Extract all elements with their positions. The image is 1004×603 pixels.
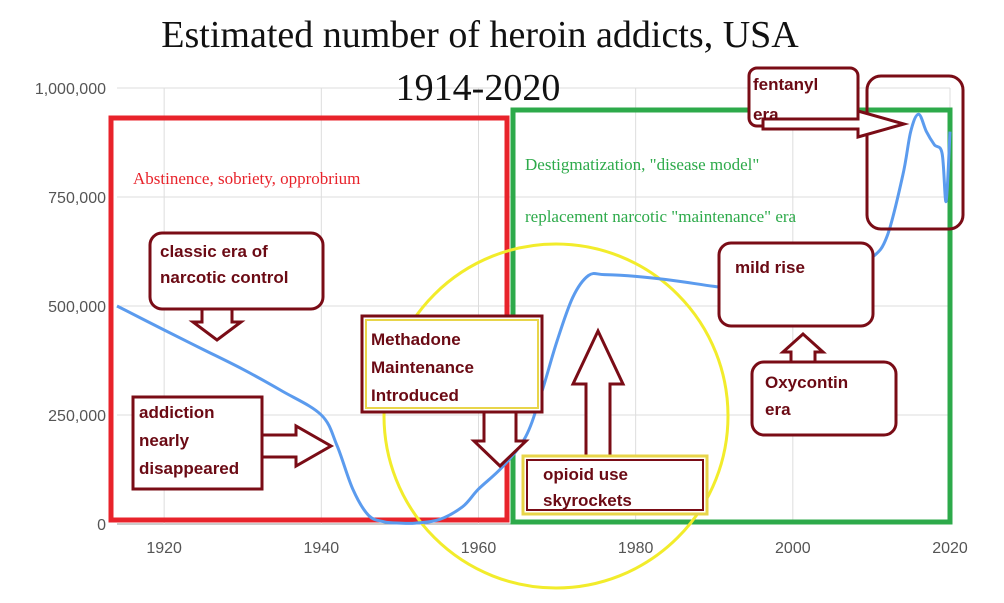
chart-title: Estimated number of heroin addicts, USA xyxy=(161,14,799,56)
callout-addiction-disappeared: addiction nearly disappeared xyxy=(131,395,335,491)
callout-text: narcotic control xyxy=(160,268,288,287)
x-tick-label: 2020 xyxy=(932,540,968,557)
callout-text: addiction xyxy=(139,403,215,422)
y-tick-label: 0 xyxy=(97,517,106,534)
callout-text: opioid use xyxy=(543,465,628,484)
x-tick-label: 1940 xyxy=(304,540,340,557)
callout-oxycontin: Oxycontin era xyxy=(750,331,898,437)
callout-text: era xyxy=(765,400,791,419)
callout-text: fentanyl xyxy=(753,75,818,94)
up-arrow-icon xyxy=(570,327,626,460)
callout-methadone: Methadone Maintenance Introduced xyxy=(360,314,544,469)
destigmatization-era-label: Destigmatization, "disease model" xyxy=(525,155,759,174)
series-line xyxy=(116,112,952,525)
up-arrow-icon xyxy=(779,331,827,364)
callout-text: skyrockets xyxy=(543,491,632,510)
right-arrow-icon xyxy=(761,109,910,139)
callout-text: Maintenance xyxy=(371,358,474,377)
down-arrow-icon xyxy=(188,307,246,342)
x-axis: 1920 1940 1960 1980 2000 2020 xyxy=(146,540,968,557)
y-tick-label: 750,000 xyxy=(48,190,106,207)
callout-classic-era: classic era of narcotic control xyxy=(148,231,325,342)
y-tick-label: 250,000 xyxy=(48,408,106,425)
x-tick-label: 1980 xyxy=(618,540,654,557)
y-tick-label: 1,000,000 xyxy=(35,81,106,98)
y-axis: 0 250,000 500,000 750,000 1,000,000 xyxy=(35,81,106,534)
maintenance-era-label: replacement narcotic "maintenance" era xyxy=(525,207,797,226)
x-tick-label: 1960 xyxy=(461,540,497,557)
callout-fentanyl: fentanyl era xyxy=(747,66,965,231)
callout-text: Methadone xyxy=(371,330,461,349)
callout-text: Introduced xyxy=(371,386,459,405)
abstinence-era-label: Abstinence, sobriety, opprobrium xyxy=(133,169,360,188)
callout-text: classic era of xyxy=(160,242,268,261)
highlight-circle xyxy=(382,242,730,590)
callout-text: era xyxy=(753,105,779,124)
callout-text: mild rise xyxy=(735,258,805,277)
x-tick-label: 2000 xyxy=(775,540,811,557)
x-tick-label: 1920 xyxy=(146,540,182,557)
fentanyl-highlight-box xyxy=(865,74,965,231)
right-arrow-icon xyxy=(260,423,335,469)
callout-text: nearly xyxy=(139,431,190,450)
callout-mild-rise: mild rise xyxy=(717,241,875,328)
callout-text: disappeared xyxy=(139,459,239,478)
down-arrow-icon xyxy=(470,410,530,469)
callout-skyrockets: opioid use skyrockets xyxy=(521,454,709,516)
callout-text: Oxycontin xyxy=(765,373,848,392)
chart-subtitle: 1914-2020 xyxy=(396,67,561,109)
y-tick-label: 500,000 xyxy=(48,299,106,316)
